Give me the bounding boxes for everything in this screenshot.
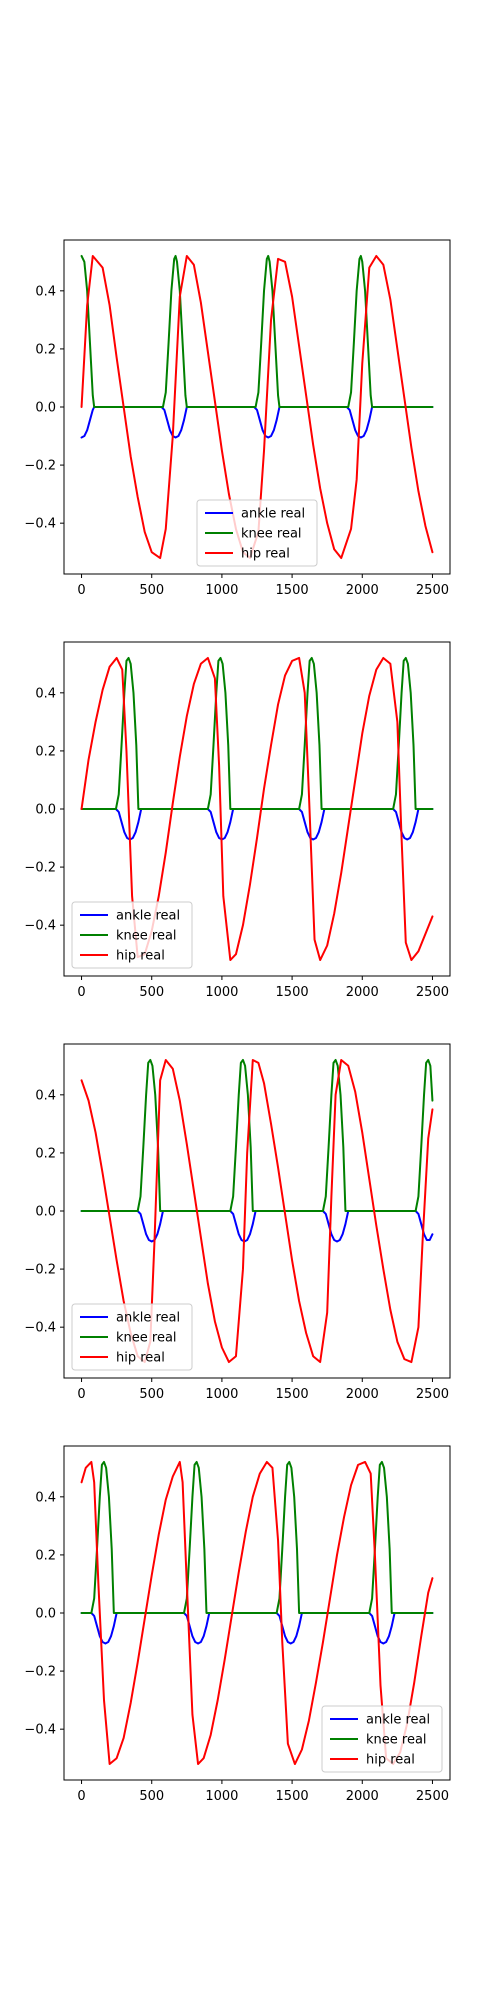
x-tick-label: 2500 [416,1387,449,1402]
x-tick-label: 2000 [346,583,379,598]
x-tick-label: 1500 [276,583,309,598]
plots-group: 0 500 1000 1500 2000 2500 −0.4 −0.2 0.0 0.2 0.4 ank… [24,239,451,1804]
y-tick-label: 0.2 [35,744,56,759]
legend-label: hip real [241,547,290,562]
legend-box [196,499,318,567]
y-tick-label: −0.2 [24,1665,56,1680]
legend-label: knee real [116,1331,177,1346]
y-tick-label: 0.2 [35,342,56,357]
x-tick-label: 2500 [416,985,449,1000]
x-tick-label: 1000 [205,1789,238,1804]
series-line-knee-real [80,1058,434,1212]
y-tick-label: −0.4 [24,517,56,532]
legend: ankle real knee real hip real [321,1705,443,1773]
legend-label: knee real [241,527,302,542]
legend-label: hip real [116,1351,165,1366]
x-tick-label: 1000 [205,1387,238,1402]
x-tick-label: 1000 [205,985,238,1000]
y-tick-label: 0.4 [35,1088,56,1103]
x-tick-label: 1500 [276,1387,309,1402]
x-tick-label: 2000 [346,1789,379,1804]
x-tick-label: 500 [139,583,164,598]
y-tick-label: −0.2 [24,459,56,474]
legend-box [321,1705,443,1773]
y-tick-label: 0.0 [35,803,56,818]
x-tick-label: 0 [77,1789,85,1804]
y-tick-label: −0.4 [24,1723,56,1738]
series-line-knee-real [80,656,434,810]
legend: ankle real knee real hip real [196,499,318,567]
legend-box [71,901,193,969]
chart-2: 0 500 1000 1500 2000 2500 −0.4 −0.2 0.0 0.2 0.4 ank… [24,641,451,1000]
series-line-knee-real [80,1460,434,1614]
y-tick-label: 0.0 [35,401,56,416]
chart-3: 0 500 1000 1500 2000 2500 −0.4 −0.2 0.0 0.2 0.4 ank… [24,1043,451,1402]
series-line-knee-real [80,254,434,408]
x-tick-label: 1500 [276,1789,309,1804]
x-tick-label: 2000 [346,985,379,1000]
legend-label: knee real [116,929,177,944]
legend-label: knee real [366,1733,427,1748]
legend: ankle real knee real hip real [71,1303,193,1371]
y-tick-label: 0.4 [35,284,56,299]
y-tick-label: 0.4 [35,686,56,701]
legend-label: hip real [116,949,165,964]
series-group [80,1460,434,1766]
x-tick-label: 0 [77,985,85,1000]
chart-4: 0 500 1000 1500 2000 2500 −0.4 −0.2 0.0 0.2 0.4 ank… [24,1445,451,1804]
x-tick-label: 2000 [346,1387,379,1402]
x-tick-label: 2500 [416,1789,449,1804]
y-tick-label: −0.4 [24,919,56,934]
x-tick-label: 2500 [416,583,449,598]
x-tick-label: 500 [139,1789,164,1804]
legend-label: hip real [366,1753,415,1768]
legend: ankle real knee real hip real [71,901,193,969]
legend-label: ankle real [366,1713,430,1728]
y-tick-label: 0.2 [35,1548,56,1563]
chart-1: 0 500 1000 1500 2000 2500 −0.4 −0.2 0.0 0.2 0.4 ank… [24,239,451,598]
y-tick-label: 0.0 [35,1205,56,1220]
y-tick-label: 0.0 [35,1607,56,1622]
y-tick-label: 0.4 [35,1490,56,1505]
y-tick-label: −0.4 [24,1321,56,1336]
x-tick-label: 500 [139,1387,164,1402]
legend-label: ankle real [116,1311,180,1326]
x-tick-label: 1000 [205,583,238,598]
y-tick-label: −0.2 [24,1263,56,1278]
x-tick-label: 0 [77,1387,85,1402]
x-tick-label: 0 [77,583,85,598]
y-tick-label: 0.2 [35,1146,56,1161]
x-tick-label: 500 [139,985,164,1000]
x-tick-label: 1500 [276,985,309,1000]
y-tick-label: −0.2 [24,861,56,876]
legend-label: ankle real [241,507,305,522]
series-line-hip-real [80,1460,434,1766]
legend-label: ankle real [116,909,180,924]
legend-box [71,1303,193,1371]
